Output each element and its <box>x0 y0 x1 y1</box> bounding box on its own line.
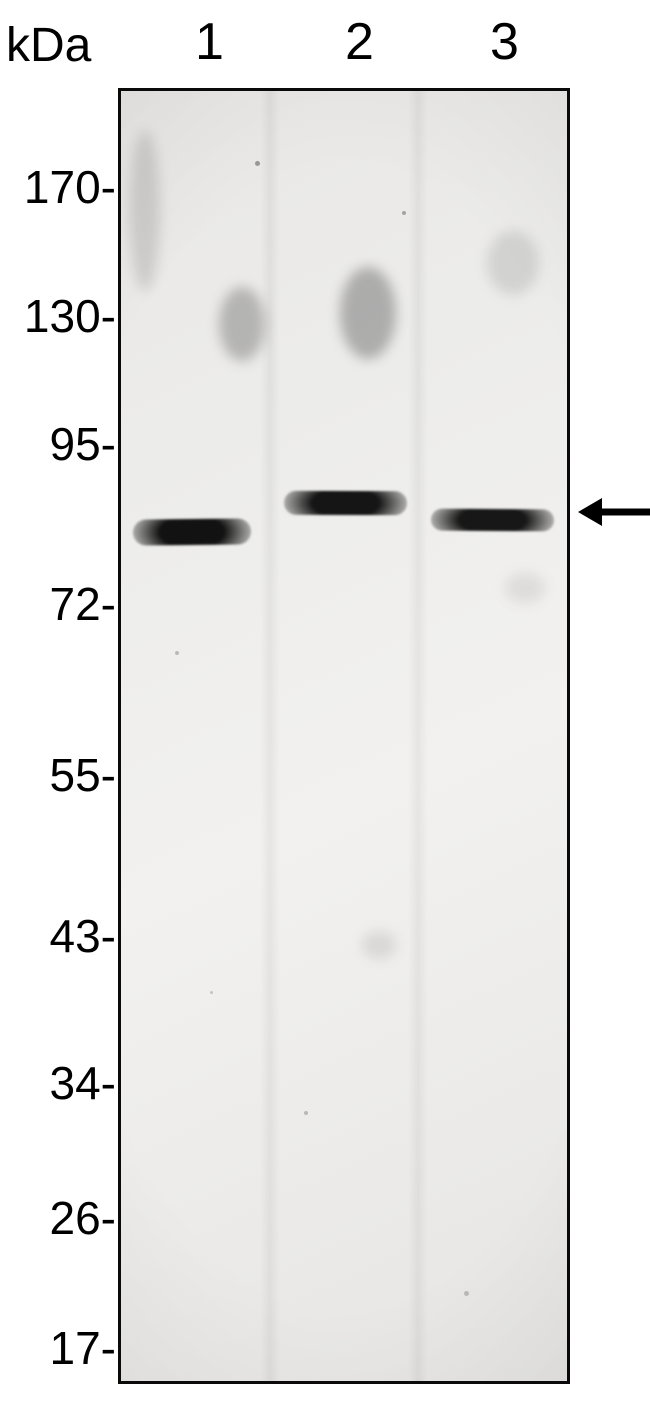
mw-marker-label: 55- <box>0 748 116 802</box>
noise-speck <box>304 1111 308 1115</box>
mw-marker-label: 34- <box>0 1056 116 1110</box>
lane-label: 2 <box>345 12 374 72</box>
smudge <box>340 267 396 359</box>
smudge <box>219 287 265 361</box>
mw-marker-label: 170- <box>0 160 116 214</box>
unit-label: kDa <box>6 18 91 73</box>
noise-speck <box>402 211 406 215</box>
protein-band <box>133 518 251 545</box>
lane-divider <box>260 91 280 1381</box>
smudge <box>362 931 396 959</box>
band-arrow-icon <box>578 496 650 528</box>
smudge <box>505 573 545 603</box>
blot-frame <box>118 88 570 1384</box>
mw-marker-label: 72- <box>0 577 116 631</box>
lane-divider <box>408 91 428 1381</box>
western-blot-figure: kDa 1 2 3 170- 130- 95- 72- 55- 43- 34- 26- 17- <box>0 0 650 1403</box>
mw-marker-label: 130- <box>0 289 116 343</box>
mw-marker-label: 95- <box>0 417 116 471</box>
lane-label: 1 <box>195 12 224 72</box>
protein-band <box>284 491 407 515</box>
noise-speck <box>255 161 260 166</box>
lane-label: 3 <box>490 12 519 72</box>
mw-marker-label: 43- <box>0 909 116 963</box>
smudge <box>130 131 160 291</box>
protein-band <box>431 509 554 532</box>
mw-marker-label: 17- <box>0 1321 116 1375</box>
smudge <box>487 231 539 295</box>
mw-marker-label: 26- <box>0 1191 116 1245</box>
noise-speck <box>175 651 179 655</box>
